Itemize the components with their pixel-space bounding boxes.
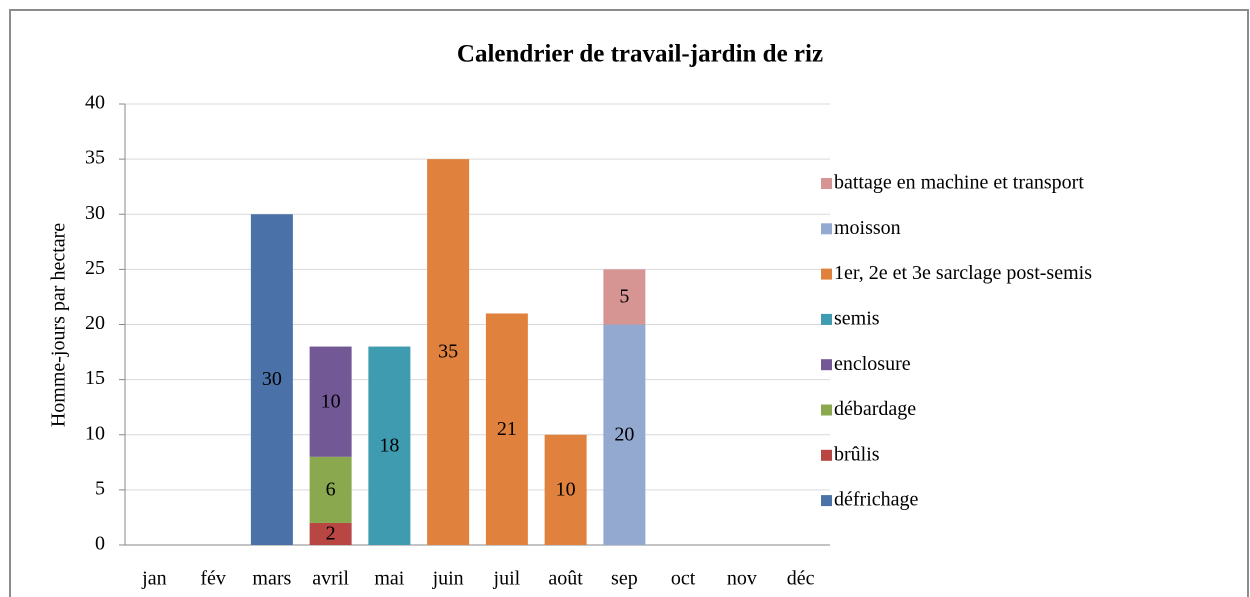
x-tick-label: nov: [727, 568, 757, 590]
legend-swatch: [821, 495, 832, 507]
bar-segment: [309, 346, 352, 457]
bar-segment: [427, 159, 470, 545]
legend-label: défrichage: [834, 489, 919, 511]
data-label: 30: [262, 368, 282, 390]
x-tick-label: déc: [787, 568, 815, 590]
data-label: 6: [326, 478, 336, 500]
y-tick-label: 25: [85, 257, 105, 279]
bar-segment: [309, 456, 352, 523]
legend-swatch: [821, 404, 832, 416]
bar-segment: [603, 269, 646, 325]
legend-label: 1er, 2e et 3e sarclage post-semis: [834, 262, 1092, 284]
legend-swatch: [821, 359, 832, 371]
y-tick-label: 20: [85, 312, 105, 334]
legend-swatch: [821, 223, 832, 235]
legend-swatch: [821, 449, 832, 461]
y-tick-label: 0: [95, 533, 105, 555]
x-tick-label: sep: [611, 568, 638, 590]
y-tick-label: 15: [85, 367, 105, 389]
data-label: 20: [614, 423, 634, 445]
x-tick-label: avril: [312, 568, 349, 590]
x-tick-label: juin: [432, 568, 464, 590]
x-tick-label: mars: [252, 568, 291, 590]
chart-title: Calendrier de travail-jardin de riz: [457, 41, 823, 68]
legend-swatch: [821, 178, 832, 189]
x-tick-label: août: [548, 568, 583, 590]
bar-segment: [544, 434, 587, 545]
legend-label: enclosure: [834, 353, 911, 375]
legend-label: débardage: [834, 398, 916, 420]
data-label: 5: [619, 286, 629, 308]
legend-label: brûlis: [834, 443, 880, 465]
data-label: 18: [379, 434, 399, 456]
data-label: 2: [326, 523, 336, 545]
data-label: 21: [497, 418, 517, 440]
bar-segment: [485, 313, 528, 545]
x-tick-label: jan: [141, 568, 166, 590]
x-tick-label: juil: [493, 568, 521, 590]
y-tick-label: 10: [85, 422, 105, 444]
data-label: 10: [556, 478, 576, 500]
y-axis-label: Homme-jours par hectare: [48, 223, 70, 427]
legend-label: moisson: [834, 217, 901, 239]
x-tick-label: fév: [200, 568, 226, 590]
x-tick-label: mai: [374, 568, 404, 590]
legend-label: semis: [834, 307, 880, 329]
y-tick-label: 5: [95, 477, 105, 499]
legend-swatch: [821, 268, 832, 280]
y-tick-label: 35: [85, 147, 105, 169]
data-label: 35: [438, 341, 458, 363]
bar-segment: [309, 522, 352, 545]
bar-segment: [368, 346, 411, 545]
bar-segment: [250, 214, 293, 545]
y-tick-label: 40: [85, 92, 105, 114]
legend-label: battage en machine et transport: [834, 172, 1084, 194]
y-tick-label: 30: [85, 202, 105, 224]
x-tick-label: oct: [671, 568, 696, 590]
legend-swatch: [821, 313, 832, 325]
data-label: 10: [321, 390, 341, 412]
bar-segment: [603, 324, 646, 545]
